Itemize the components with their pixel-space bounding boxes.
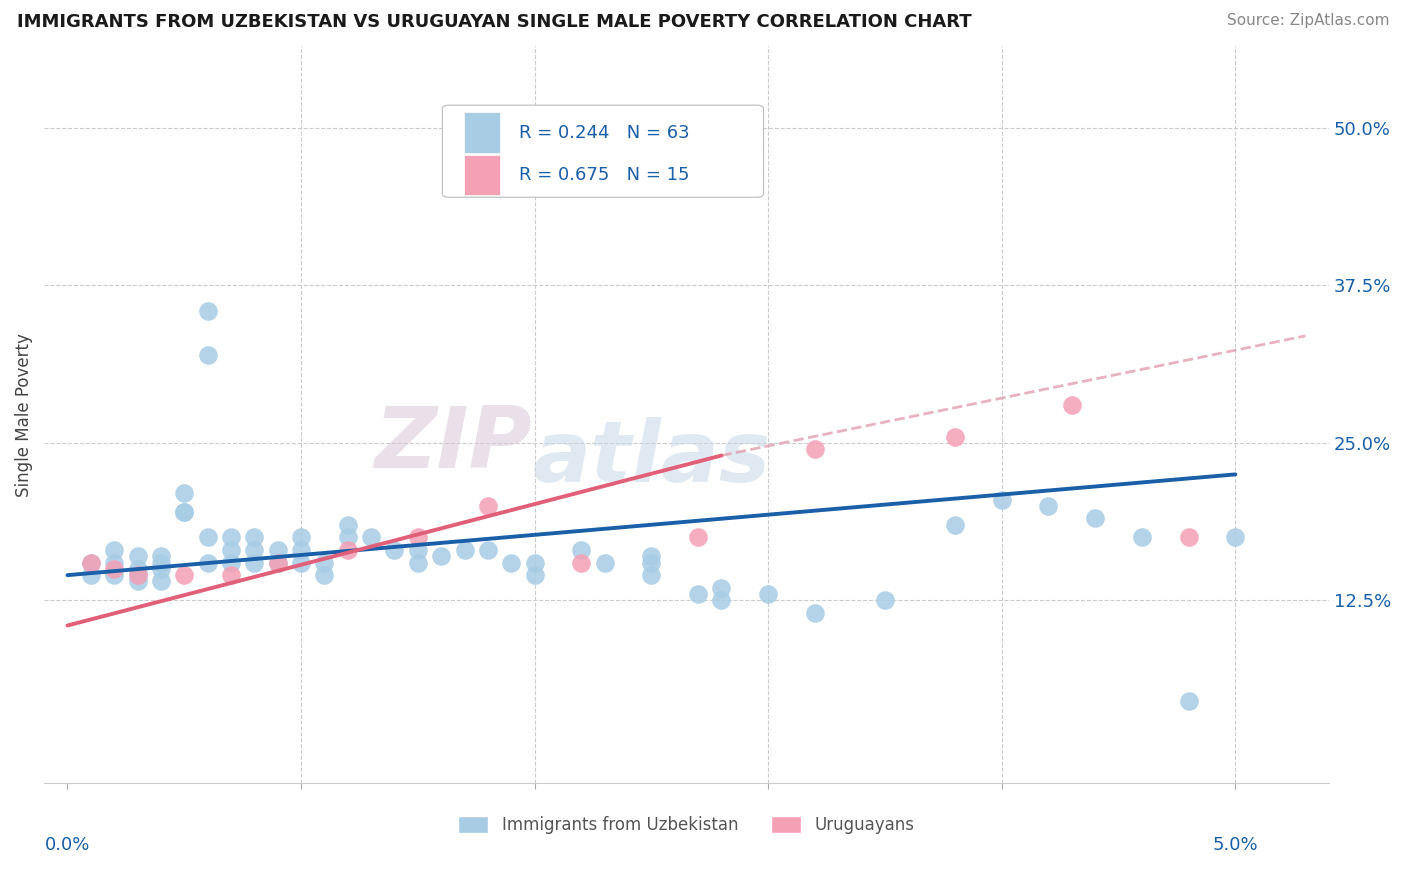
Point — [640, 568, 662, 582]
Point — [1084, 511, 1107, 525]
Point — [173, 568, 195, 582]
Text: R = 0.675   N = 15: R = 0.675 N = 15 — [519, 166, 690, 184]
Point — [149, 562, 172, 576]
Text: 5.0%: 5.0% — [1212, 836, 1258, 854]
Point — [173, 505, 195, 519]
Point — [219, 530, 242, 544]
Point — [336, 517, 359, 532]
Point — [219, 556, 242, 570]
Point — [266, 556, 288, 570]
Point — [1060, 398, 1083, 412]
Point — [406, 530, 429, 544]
Point — [453, 543, 475, 558]
Point — [80, 568, 103, 582]
Point — [149, 556, 172, 570]
Point — [477, 543, 499, 558]
Point — [290, 543, 312, 558]
Point — [943, 429, 966, 443]
Point — [80, 556, 103, 570]
Point — [173, 486, 195, 500]
Text: 0.0%: 0.0% — [45, 836, 90, 854]
Point — [384, 543, 406, 558]
Point — [243, 530, 266, 544]
Point — [266, 543, 288, 558]
Text: R = 0.244   N = 63: R = 0.244 N = 63 — [519, 124, 690, 142]
Point — [243, 543, 266, 558]
Point — [593, 556, 616, 570]
FancyBboxPatch shape — [443, 105, 763, 197]
Point — [103, 568, 125, 582]
Point — [501, 556, 523, 570]
Point — [336, 543, 359, 558]
Point — [290, 530, 312, 544]
Point — [127, 549, 149, 564]
Point — [1225, 530, 1247, 544]
Text: Source: ZipAtlas.com: Source: ZipAtlas.com — [1226, 13, 1389, 29]
Text: atlas: atlas — [533, 417, 770, 500]
Point — [360, 530, 382, 544]
Point — [127, 562, 149, 576]
Point — [290, 556, 312, 570]
Point — [710, 593, 733, 607]
Point — [1177, 530, 1199, 544]
Point — [149, 574, 172, 589]
Point — [219, 543, 242, 558]
Point — [569, 543, 592, 558]
Point — [569, 556, 592, 570]
Point — [1130, 530, 1153, 544]
FancyBboxPatch shape — [464, 154, 501, 195]
Text: IMMIGRANTS FROM UZBEKISTAN VS URUGUAYAN SINGLE MALE POVERTY CORRELATION CHART: IMMIGRANTS FROM UZBEKISTAN VS URUGUAYAN … — [17, 13, 972, 31]
Point — [197, 530, 219, 544]
Point — [430, 549, 453, 564]
Point — [640, 549, 662, 564]
Point — [243, 556, 266, 570]
Point — [314, 568, 336, 582]
Point — [710, 581, 733, 595]
Point — [756, 587, 779, 601]
Point — [1177, 694, 1199, 708]
Point — [640, 556, 662, 570]
Point — [477, 499, 499, 513]
Point — [197, 303, 219, 318]
Point — [127, 574, 149, 589]
Point — [804, 606, 827, 620]
Point — [127, 568, 149, 582]
Point — [266, 556, 288, 570]
Point — [943, 517, 966, 532]
Point — [804, 442, 827, 457]
Point — [149, 549, 172, 564]
Point — [197, 556, 219, 570]
Text: ZIP: ZIP — [374, 402, 533, 485]
Point — [406, 556, 429, 570]
Point — [523, 568, 546, 582]
Point — [523, 556, 546, 570]
Point — [173, 505, 195, 519]
Point — [314, 556, 336, 570]
Y-axis label: Single Male Poverty: Single Male Poverty — [15, 333, 32, 497]
FancyBboxPatch shape — [464, 112, 501, 153]
Point — [688, 587, 710, 601]
Point — [336, 530, 359, 544]
Point — [103, 543, 125, 558]
Point — [990, 492, 1012, 507]
Point — [688, 530, 710, 544]
Point — [219, 568, 242, 582]
Point — [127, 568, 149, 582]
Point — [103, 562, 125, 576]
Point — [103, 556, 125, 570]
Point — [197, 348, 219, 362]
Legend: Immigrants from Uzbekistan, Uruguayans: Immigrants from Uzbekistan, Uruguayans — [451, 809, 921, 841]
Point — [873, 593, 896, 607]
Point — [1038, 499, 1060, 513]
Point — [406, 543, 429, 558]
Point — [80, 556, 103, 570]
